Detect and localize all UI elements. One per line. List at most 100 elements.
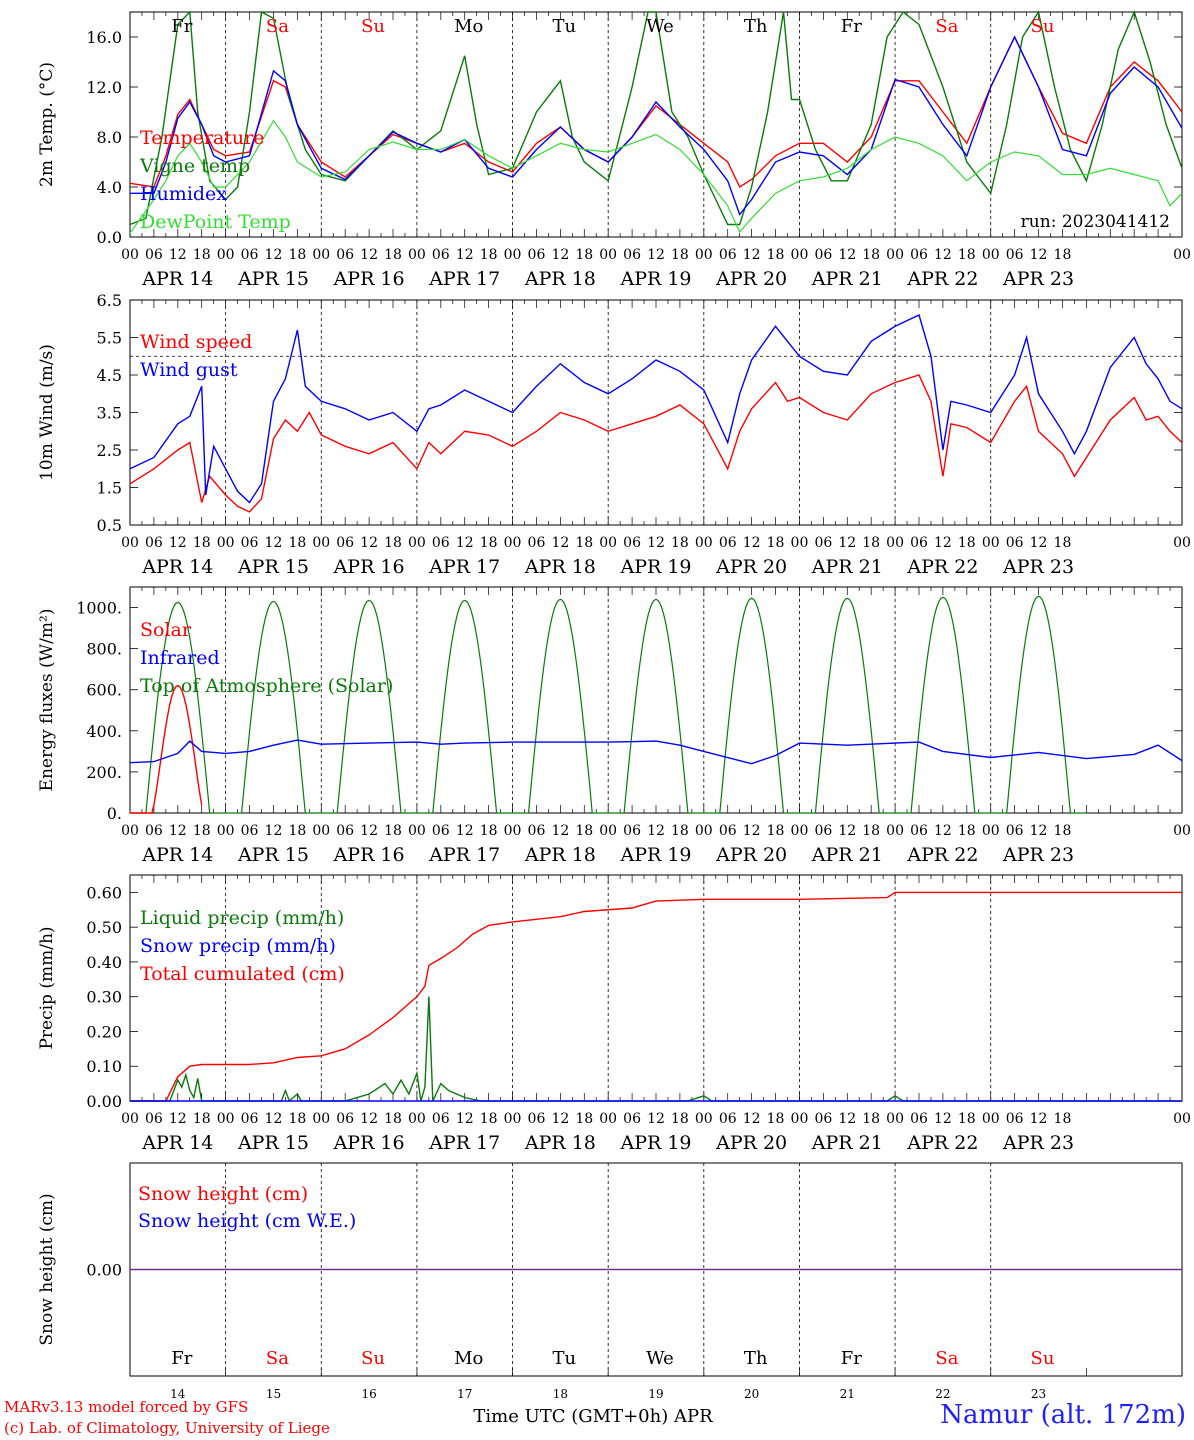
series-wind-speed [129,374,1183,513]
x-hour-label: 00 [121,823,139,839]
x-hour-label: 00 [1173,823,1191,839]
x-hour-label: 18 [862,823,880,839]
x-hour-label: 12 [456,823,474,839]
x-hour-label: 18 [958,247,976,263]
legend-entry: Vigne temp [139,155,250,177]
weekday-label: Fr [171,16,192,37]
x-hour-label: 06 [719,247,737,263]
x-hour-label: 18 [193,247,211,263]
x-hour-label: 06 [623,247,641,263]
x-hour-label: 12 [551,1111,569,1127]
x-hour-label: 00 [599,535,617,551]
x-hour-label: 12 [551,535,569,551]
x-hour-label: 18 [288,823,306,839]
x-date-label: APR 14 [141,556,213,578]
x-hour-label: 00 [982,1111,1000,1127]
y-tick-label: 400. [86,722,122,741]
series-total-cumulated-cm [130,891,1182,1102]
x-hour-label: 18 [575,1111,593,1127]
x-hour-label: 00 [408,247,426,263]
weekday-label: Sa [935,1348,958,1369]
x-day-number: 14 [170,1387,186,1401]
x-hour-label: 06 [814,247,832,263]
x-date-label: APR 17 [428,556,500,578]
model-credit: MARv3.13 model forced by GFS [4,1398,249,1416]
x-hour-label: 12 [551,823,569,839]
x-hour-label: 06 [528,1111,546,1127]
x-hour-label: 18 [671,1111,689,1127]
x-hour-label: 18 [1054,1111,1072,1127]
y-tick-label: 200. [86,763,122,782]
weekday-label: Sa [935,16,958,37]
x-hour-label: 06 [910,247,928,263]
x-date-label: APR 21 [811,556,883,578]
x-hour-label: 18 [288,535,306,551]
weekday-label: We [646,1348,674,1369]
x-hour-label: 00 [312,1111,330,1127]
weekday-label: We [646,16,674,37]
x-hour-label: 06 [336,1111,354,1127]
x-hour-label: 06 [432,535,450,551]
y-tick-label: 8.0 [97,128,122,147]
x-hour-label: 18 [862,247,880,263]
x-date-label: APR 14 [141,268,213,290]
legend-entry: Snow height (cm) [138,1183,308,1205]
x-hour-label: 00 [504,1111,522,1127]
x-hour-label: 12 [456,247,474,263]
series-dewpoint-temp [129,119,1183,234]
y-tick-label: 1000. [76,599,122,618]
x-date-label: APR 19 [619,844,691,866]
x-hour-label: 12 [934,823,952,839]
x-hour-label: 06 [623,823,641,839]
x-hour-label: 00 [695,1111,713,1127]
x-hour-label: 06 [145,823,163,839]
x-hour-label: 06 [432,1111,450,1127]
x-hour-label: 18 [767,823,785,839]
y-tick-label: 0.00 [86,1092,122,1111]
weekday-label: Th [744,16,768,37]
x-hour-label: 12 [360,535,378,551]
x-hour-label: 18 [384,535,402,551]
x-hour-label: 00 [1173,535,1191,551]
panel-energy: 0. 200. 400. 600. 800. 1000. Energy fluxes (W/… [37,586,1191,866]
x-hour-label: 06 [719,535,737,551]
x-hour-label: 12 [647,535,665,551]
x-day-number: 16 [361,1387,376,1401]
x-hour-label: 18 [1054,823,1072,839]
x-day-number: 23 [1031,1387,1046,1401]
x-date-label: APR 22 [906,844,978,866]
series-vigne-temp [129,9,1183,226]
x-hour-label: 00 [121,535,139,551]
y-axis-label: Precip (mm/h) [37,926,57,1049]
series-toa-solar [130,595,1087,814]
weekday-label: Tu [553,1348,577,1369]
x-hour-label: 12 [743,247,761,263]
y-tick-label: 600. [86,681,122,700]
x-date-label: APR 16 [333,268,405,290]
x-hour-label: 00 [886,823,904,839]
x-hour-label: 00 [886,1111,904,1127]
x-hour-label: 00 [408,535,426,551]
x-hour-label: 06 [814,535,832,551]
x-hour-label: 00 [504,535,522,551]
x-hour-label: 06 [719,1111,737,1127]
x-date-label: APR 17 [428,1132,500,1154]
x-hour-label: 00 [312,247,330,263]
x-hour-label: 12 [647,247,665,263]
x-day-number: 19 [648,1387,663,1401]
x-hour-label: 12 [169,535,187,551]
x-hour-label: 06 [241,1111,259,1127]
x-hour-label: 18 [384,823,402,839]
x-hour-label: 12 [456,535,474,551]
x-hour-label: 00 [599,823,617,839]
x-hour-label: 06 [719,823,737,839]
x-hour-label: 00 [504,247,522,263]
x-hour-label: 12 [456,1111,474,1127]
panel-precip: 0.00 0.10 0.20 0.30 0.40 0.50 0.60 Precip (mm/h… [37,874,1191,1154]
x-hour-label: 12 [265,1111,283,1127]
x-hour-label: 06 [528,823,546,839]
y-tick-label: 1.5 [97,479,122,498]
x-date-label: APR 17 [428,268,500,290]
x-hour-label: 00 [886,247,904,263]
x-day-number: 21 [840,1387,855,1401]
